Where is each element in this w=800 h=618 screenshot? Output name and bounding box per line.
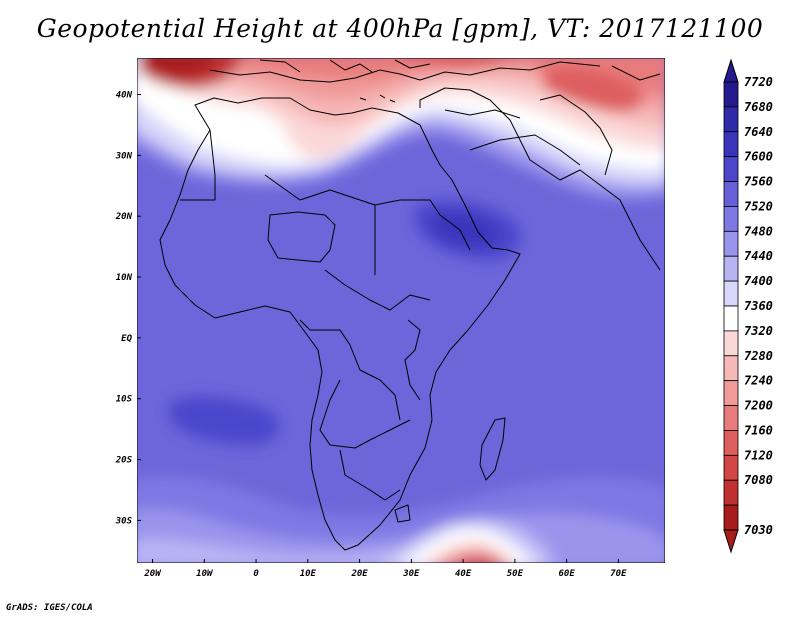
- colorbar-swatch: [723, 479, 739, 506]
- colorbar-min-arrow: [723, 529, 739, 554]
- colorbar-swatch: [723, 305, 739, 332]
- lon-tick-label: 50E: [507, 569, 524, 579]
- colorbar-swatch: [723, 405, 739, 431]
- colorbar-level-label: 7360: [744, 299, 773, 313]
- colorbar-swatch: [723, 255, 739, 282]
- colorbar-swatch: [723, 81, 739, 108]
- colorbar-level-label: 7320: [744, 324, 773, 338]
- lat-tick-label: 20S: [115, 456, 133, 466]
- lat-tick-label: 10S: [116, 395, 133, 405]
- colorbar-level-label: 7720: [744, 75, 773, 89]
- lon-tick-label: 30E: [402, 569, 420, 579]
- latitude-tick-labels: 40N 30N 20N 10N EQ 10S 20S 30S: [115, 91, 141, 526]
- colorbar-level-label: 7030: [744, 523, 773, 537]
- lon-tick-label: 10E: [300, 569, 317, 579]
- colorbar-swatch: [723, 454, 739, 481]
- colorbar-level-label: 7680: [744, 100, 773, 114]
- colorbar-level-label: 7520: [744, 199, 773, 213]
- lat-tick-label: 30N: [115, 151, 133, 161]
- colorbar-level-label: 7080: [744, 473, 773, 487]
- colorbar-swatch: [723, 355, 739, 382]
- lat-tick-label: 10N: [116, 273, 133, 283]
- colorbar-swatch: [723, 330, 739, 357]
- colorbar-swatch: [723, 280, 739, 307]
- colorbar-level-label: 7600: [744, 150, 773, 164]
- colorbar-swatch: [723, 206, 739, 232]
- colorbar-level-label: 7240: [744, 374, 773, 388]
- colorbar-swatch: [723, 430, 739, 456]
- colorbar-swatch: [723, 380, 739, 406]
- colorbar-swatch: [723, 181, 739, 207]
- colorbar-swatch: [723, 156, 739, 182]
- colorbar-level-label: 7560: [744, 175, 773, 189]
- colorbar-swatch: [723, 504, 739, 531]
- lon-tick-label: 40E: [455, 569, 472, 579]
- colorbar-max-arrow: [723, 58, 739, 83]
- colorbar-level-label: 7640: [744, 125, 773, 139]
- lon-tick-label: 60E: [559, 569, 576, 579]
- colorbar-level-label: 7120: [744, 448, 773, 462]
- lat-tick-label: 40N: [116, 91, 133, 101]
- footer-credit: GrADS: IGES/COLA: [6, 603, 93, 613]
- lon-tick-label: 20E: [350, 569, 368, 579]
- height-field: [137, 58, 665, 563]
- map-title: Geopotential Height at 400hPa [gpm], VT:…: [36, 14, 764, 43]
- longitude-tick-labels: 20W 10W 0 10E 20E 30E 40E 50E 60E 70E: [143, 559, 627, 579]
- colorbar-swatch: [723, 106, 739, 133]
- colorbar: 7720 7680 7640 7600 7560 7520 7480 7440 7400 7360…: [723, 58, 773, 554]
- colorbar-swatch: [723, 230, 739, 257]
- lon-tick-label: 20W: [143, 569, 162, 579]
- lon-tick-label: 70E: [610, 569, 627, 579]
- lon-tick-label: 0: [253, 569, 259, 579]
- colorbar-level-label: 7480: [744, 224, 773, 238]
- lon-tick-label: 10W: [196, 569, 214, 579]
- lat-tick-label: 20N: [115, 212, 133, 222]
- lat-tick-label: EQ: [121, 334, 132, 344]
- lat-tick-label: 30S: [115, 516, 133, 526]
- colorbar-level-label: 7440: [744, 249, 773, 263]
- coastlines: [159, 59, 661, 551]
- colorbar-level-label: 7160: [744, 423, 773, 437]
- colorbar-level-label: 7280: [744, 349, 773, 363]
- colorbar-swatch: [723, 131, 739, 158]
- colorbar-level-label: 7200: [744, 399, 773, 413]
- colorbar-level-label: 7400: [744, 274, 773, 288]
